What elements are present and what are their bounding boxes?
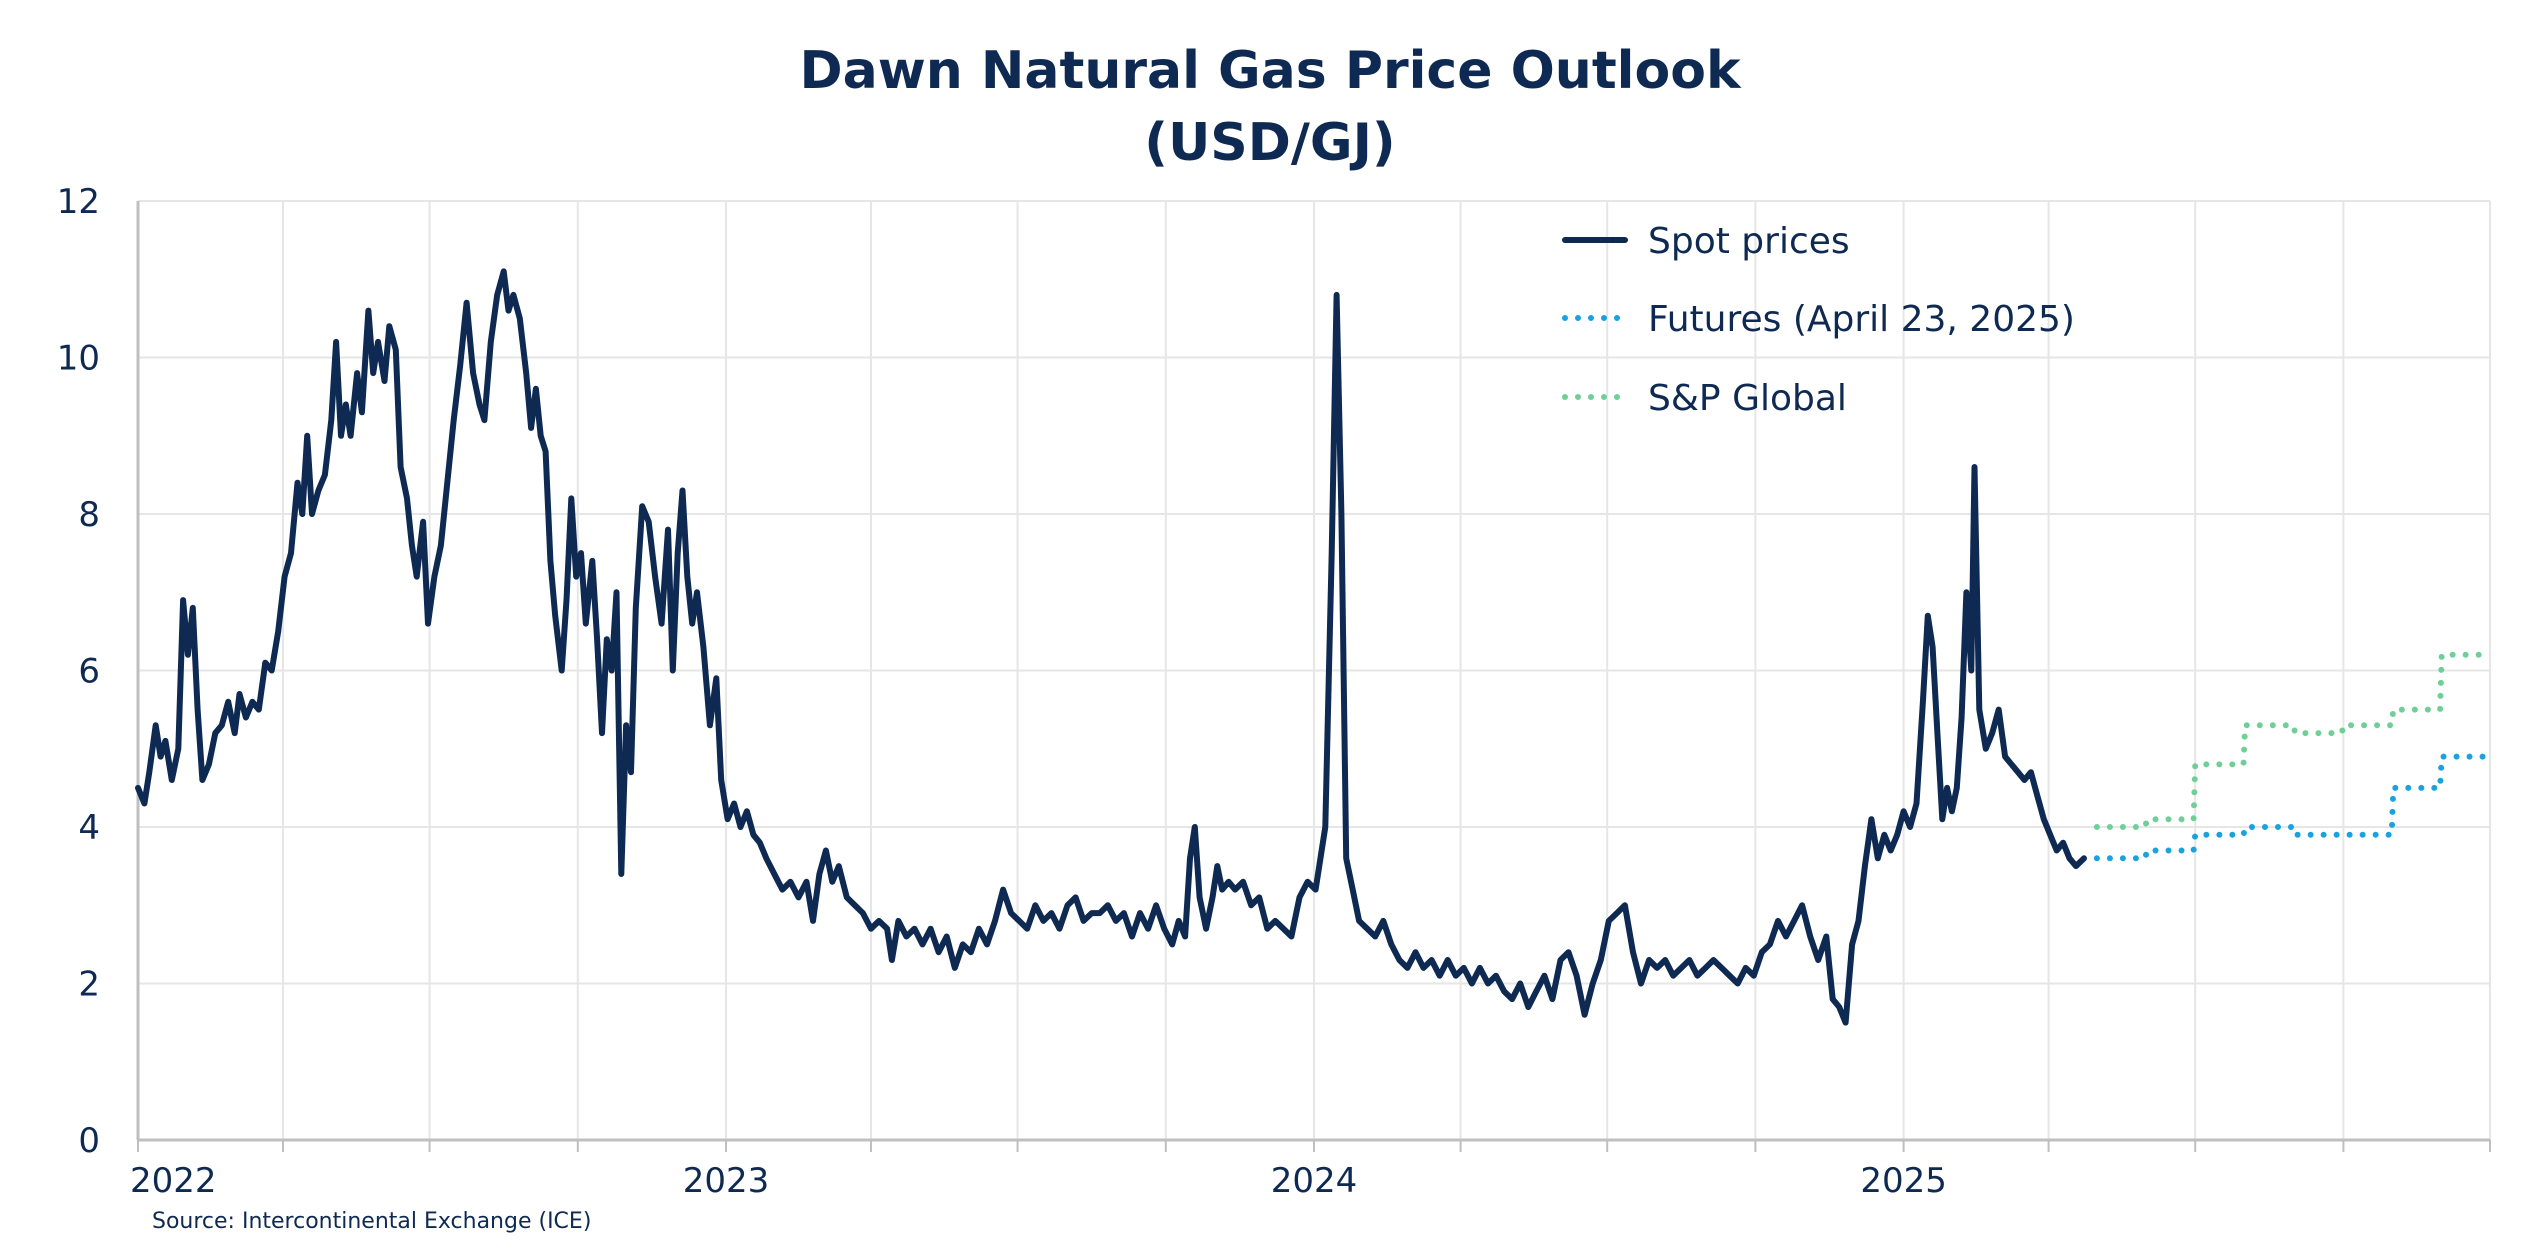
- series-line-sp-global: [2093, 651, 2493, 830]
- y-tick-label: 12: [57, 182, 100, 222]
- y-tick-label: 0: [78, 1121, 100, 1161]
- series-line-futures: [2093, 753, 2493, 862]
- y-tick-label: 2: [78, 965, 100, 1005]
- series-group: [135, 268, 2493, 1026]
- chart-subtitle: (USD/GJ): [1144, 113, 1395, 173]
- axes: 0 2 4 6 8 10 12 2022 2023 2024 2025: [57, 182, 2491, 1201]
- y-tick-label: 6: [78, 652, 100, 692]
- legend: Spot prices Futures (April 23, 2025) S&P…: [1562, 221, 2075, 419]
- x-tick-label: 2023: [683, 1161, 770, 1201]
- y-tick-label: 8: [78, 495, 100, 535]
- chart-title: Dawn Natural Gas Price Outlook: [799, 41, 1742, 101]
- legend-label-futures: Futures (April 23, 2025): [1648, 299, 2075, 340]
- source-note: Source: Intercontinental Exchange (ICE): [152, 1209, 591, 1234]
- y-tick-label: 10: [57, 339, 100, 379]
- y-tick-label: 4: [78, 808, 100, 848]
- x-tick-label: 2024: [1271, 1161, 1358, 1201]
- x-tick-label: 2022: [130, 1161, 217, 1201]
- series-line-spot-prices: [135, 268, 2087, 1026]
- grid: [137, 200, 2491, 1141]
- legend-label-spot: Spot prices: [1648, 221, 1850, 262]
- legend-label-sp-global: S&P Global: [1648, 378, 1847, 419]
- x-tick-label: 2025: [1860, 1161, 1947, 1201]
